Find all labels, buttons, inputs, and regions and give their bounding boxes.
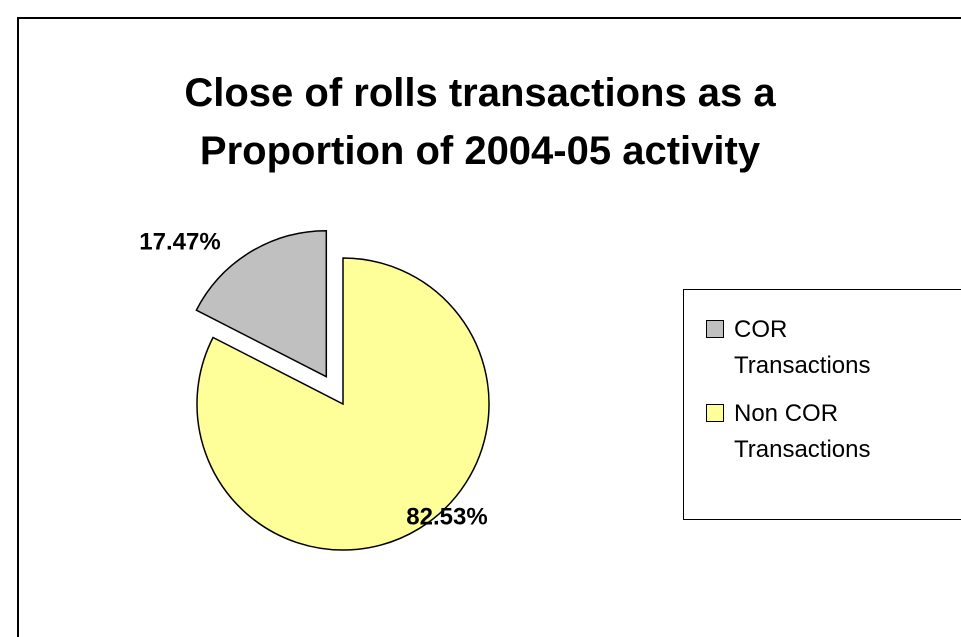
data-label: 82.53% [406,503,487,530]
chart: 17.47% 82.53% [139,228,490,551]
chart-frame [17,17,961,637]
data-label: 17.47% [139,228,220,255]
pie-slice [195,229,328,378]
legend-item: Non COR Transactions [706,396,914,468]
pie-slice [196,257,490,551]
legend: COR Transactions Non COR Transactions [683,289,961,520]
legend-label: COR Transactions [734,316,871,379]
legend-swatch [706,320,724,338]
legend-label: Non COR Transactions [734,400,871,463]
legend-item: COR Transactions [706,312,914,384]
chart-title: Close of rolls transactions as a Proport… [184,71,776,173]
legend-swatch [706,404,724,422]
